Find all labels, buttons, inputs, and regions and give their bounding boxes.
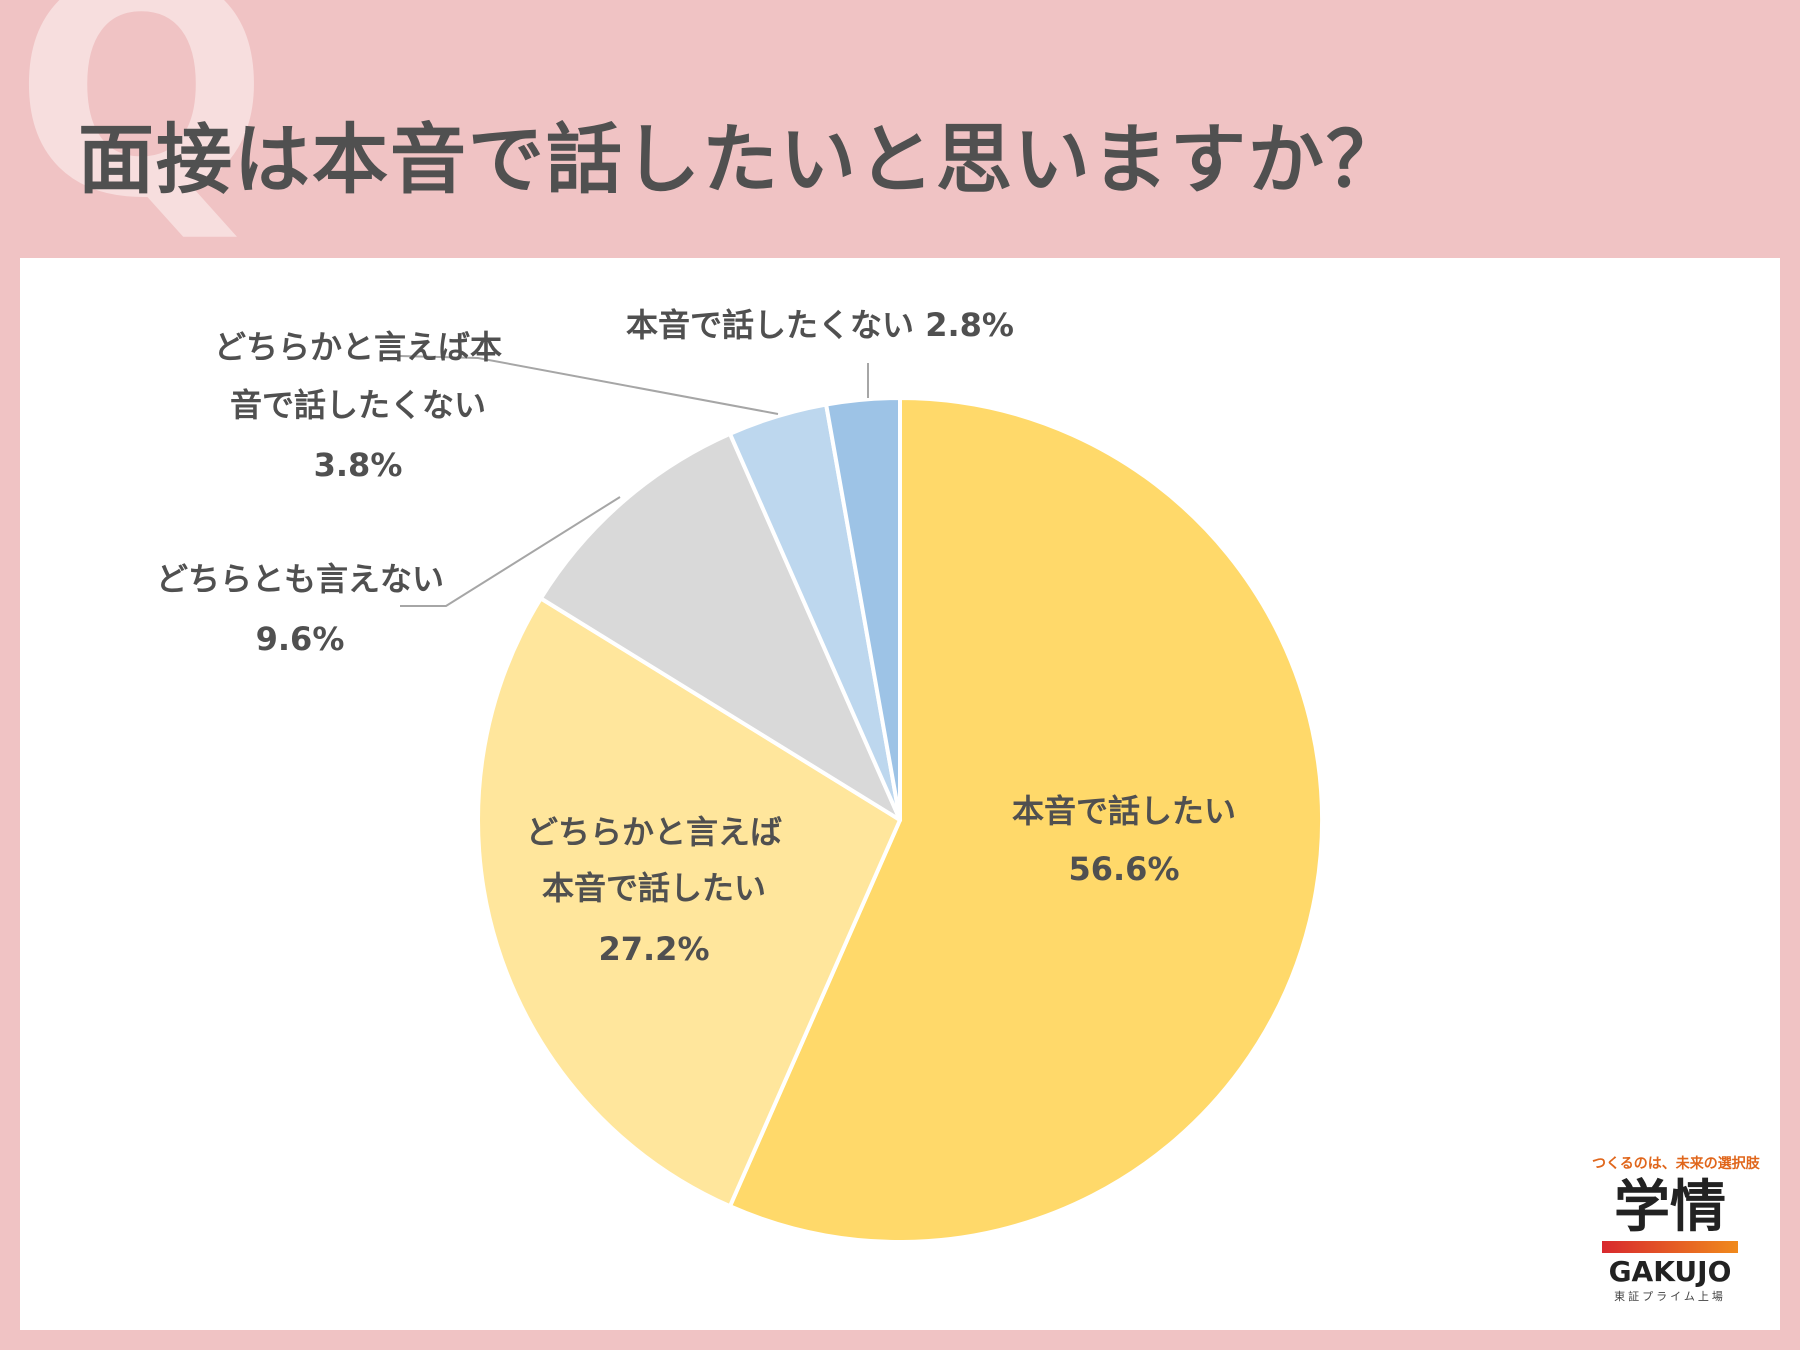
slice2-label-line1: どちらとも言えない — [156, 560, 444, 598]
leader-line-slice3 — [399, 355, 779, 415]
pie-slice-2 — [538, 431, 902, 822]
slice1-value-label: 27.2% — [598, 930, 709, 968]
pie-slice-4 — [824, 396, 902, 822]
logo-tagline: つくるのは、未来の選択肢 — [1592, 1156, 1760, 1172]
pie-slice-0 — [727, 396, 1324, 1244]
page-title: 面接は本音で話したいと思いますか？ — [78, 115, 1404, 204]
background-q-letter: Q — [14, 0, 270, 264]
slice3-value-label: 3.8% — [314, 446, 403, 484]
slice4-label: 本音で話したくない 2.8% — [626, 306, 1014, 344]
slice2-value-label: 9.6% — [256, 620, 345, 658]
leader-line-slice2 — [400, 496, 621, 607]
logo-color-bar — [1602, 1240, 1738, 1253]
logo-subtitle: 東証プライム上場 — [1614, 1289, 1726, 1303]
slice0-label-line1: 本音で話したい — [1012, 792, 1236, 830]
logo-english: GAKUJO — [1608, 1254, 1732, 1288]
slice1-label-line1: どちらかと言えば — [526, 813, 782, 851]
slice3-label-line2: 音で話したくない — [230, 386, 486, 424]
pie-slice-1 — [476, 596, 902, 1209]
slice3-label-line1: どちらかと言えば本 — [214, 328, 502, 366]
logo-kanji: 学情 — [1614, 1175, 1726, 1240]
slice1-label-line2: 本音で話したい — [542, 869, 766, 907]
pie-slices — [476, 396, 1324, 1244]
slice0-value-label: 56.6% — [1068, 850, 1179, 888]
gakujo-logo: つくるのは、未来の選択肢 学情 GAKUJO 東証プライム上場 — [1592, 1145, 1760, 1320]
